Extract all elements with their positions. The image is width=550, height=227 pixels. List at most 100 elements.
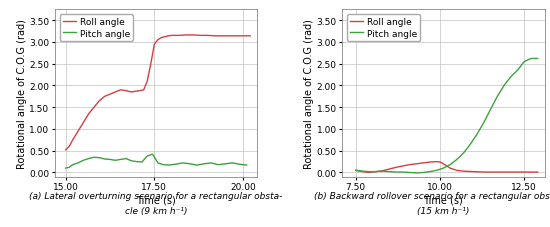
- Pitch angle: [112, 159, 119, 162]
- Roll angle: [176, 35, 183, 38]
- Roll angle: [158, 37, 165, 40]
- Text: cle (9 km h⁻¹): cle (9 km h⁻¹): [125, 207, 188, 215]
- Roll angle: [454, 169, 460, 172]
- Roll angle: [521, 171, 527, 174]
- Pitch angle: [487, 109, 494, 111]
- Pitch angle: [133, 160, 140, 163]
- Pitch angle: [467, 143, 474, 146]
- Pitch angle: [535, 58, 541, 61]
- Roll angle: [406, 164, 413, 166]
- Pitch angle: [96, 157, 103, 159]
- Pitch angle: [508, 76, 514, 79]
- Pitch angle: [229, 162, 236, 165]
- X-axis label: Time (s): Time (s): [136, 194, 176, 204]
- Pitch angle: [107, 158, 113, 161]
- Roll angle: [107, 93, 113, 96]
- Legend: Roll angle, Pitch angle: Roll angle, Pitch angle: [59, 15, 133, 42]
- Pitch angle: [406, 171, 413, 174]
- Pitch angle: [527, 58, 534, 61]
- Pitch angle: [62, 167, 69, 170]
- Pitch angle: [172, 163, 179, 166]
- Roll angle: [169, 35, 175, 38]
- Roll angle: [85, 113, 92, 116]
- Pitch angle: [144, 155, 151, 158]
- Line: Pitch angle: Pitch angle: [356, 59, 538, 173]
- X-axis label: Time (s): Time (s): [424, 194, 463, 204]
- Pitch angle: [186, 163, 193, 165]
- Pitch angle: [139, 161, 145, 164]
- Roll angle: [222, 35, 229, 38]
- Roll angle: [69, 139, 76, 142]
- Pitch angle: [379, 170, 386, 173]
- Roll angle: [190, 35, 197, 37]
- Pitch angle: [215, 164, 222, 166]
- Roll angle: [66, 145, 73, 148]
- Roll angle: [140, 89, 147, 92]
- Text: (a) Lateral overturning scenario for a rectangular obsta-: (a) Lateral overturning scenario for a r…: [30, 191, 283, 200]
- Roll angle: [437, 161, 443, 164]
- Roll angle: [433, 160, 440, 163]
- Pitch angle: [149, 153, 156, 156]
- Pitch angle: [69, 164, 76, 166]
- Roll angle: [62, 149, 69, 152]
- Roll angle: [80, 121, 87, 124]
- Roll angle: [162, 36, 168, 39]
- Roll angle: [112, 91, 119, 94]
- Roll angle: [373, 170, 380, 173]
- Roll angle: [204, 35, 211, 38]
- Roll angle: [504, 171, 511, 174]
- Roll angle: [137, 90, 144, 93]
- Roll angle: [211, 35, 218, 38]
- Pitch angle: [80, 159, 87, 162]
- Roll angle: [427, 161, 433, 164]
- Roll angle: [353, 169, 359, 172]
- Legend: Roll angle, Pitch angle: Roll angle, Pitch angle: [346, 15, 420, 42]
- Pitch angle: [440, 167, 447, 170]
- Pitch angle: [66, 166, 73, 169]
- Y-axis label: Rotational angle of C.O.G (rad): Rotational angle of C.O.G (rad): [304, 19, 313, 168]
- Roll angle: [247, 35, 254, 38]
- Roll angle: [481, 171, 487, 174]
- Roll angle: [133, 90, 140, 93]
- Pitch angle: [454, 158, 460, 161]
- Pitch angle: [208, 162, 214, 165]
- Pitch angle: [165, 164, 172, 167]
- Roll angle: [123, 90, 129, 93]
- Roll angle: [447, 167, 453, 170]
- Y-axis label: Rotational angle of C.O.G (rad): Rotational angle of C.O.G (rad): [16, 19, 26, 168]
- Pitch angle: [128, 160, 135, 162]
- Pitch angle: [359, 170, 366, 173]
- Pitch angle: [155, 162, 161, 165]
- Roll angle: [165, 35, 172, 38]
- Pitch angle: [386, 170, 393, 173]
- Roll angle: [386, 168, 393, 171]
- Pitch angle: [460, 152, 467, 155]
- Pitch angle: [222, 163, 229, 165]
- Pitch angle: [75, 162, 81, 165]
- Pitch angle: [236, 163, 243, 166]
- Pitch angle: [494, 96, 501, 98]
- Roll angle: [366, 171, 372, 174]
- Pitch angle: [366, 170, 372, 173]
- Roll angle: [393, 166, 399, 169]
- Roll angle: [535, 171, 541, 174]
- Roll angle: [151, 44, 158, 46]
- Roll angle: [443, 165, 450, 168]
- Roll angle: [75, 130, 81, 133]
- Pitch angle: [413, 172, 420, 175]
- Pitch angle: [201, 163, 207, 165]
- Roll angle: [413, 163, 420, 165]
- Pitch angle: [420, 171, 426, 174]
- Pitch angle: [474, 133, 480, 136]
- Pitch angle: [194, 164, 200, 167]
- Roll angle: [460, 170, 467, 173]
- Roll angle: [440, 163, 447, 165]
- Roll angle: [470, 170, 477, 173]
- Pitch angle: [447, 164, 453, 166]
- Pitch angle: [427, 170, 433, 173]
- Line: Pitch angle: Pitch angle: [65, 155, 246, 168]
- Pitch angle: [101, 158, 108, 161]
- Pitch angle: [243, 164, 250, 167]
- Pitch angle: [353, 169, 359, 172]
- Roll angle: [144, 80, 151, 83]
